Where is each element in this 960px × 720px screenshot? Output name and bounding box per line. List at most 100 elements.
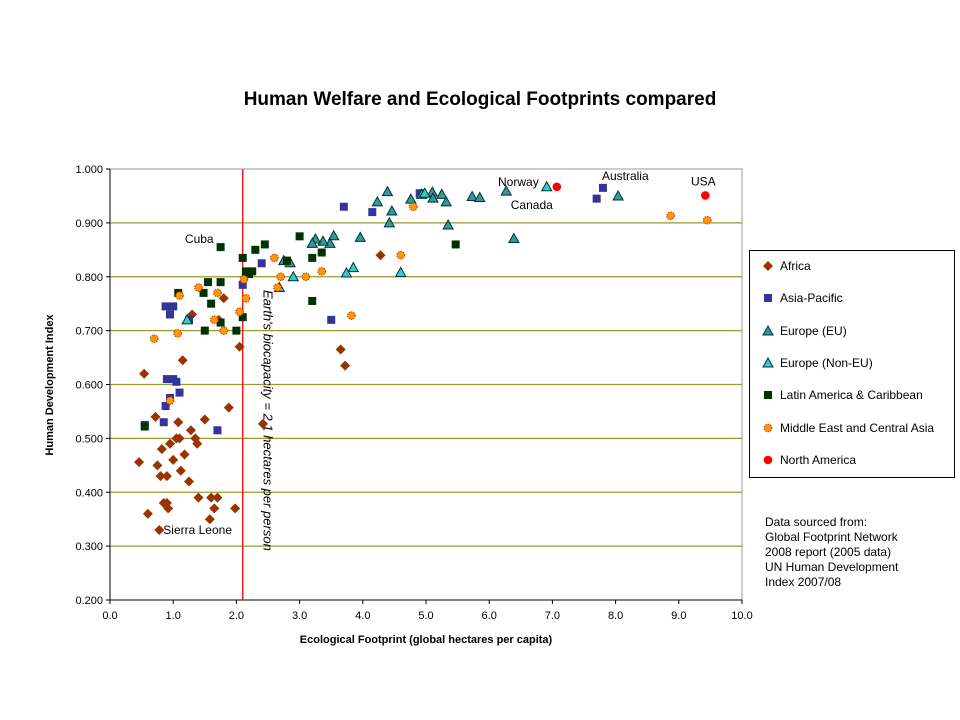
data-point: [174, 433, 185, 444]
data-point: [162, 375, 171, 384]
data-point: [173, 329, 182, 338]
data-point: [172, 377, 181, 386]
source-line: 2008 report (2005 data): [765, 545, 892, 559]
data-point: [701, 191, 710, 200]
data-point: [134, 457, 145, 468]
series-north-america: [552, 182, 710, 200]
data-point: [232, 326, 241, 335]
data-point: [347, 261, 360, 273]
data-point: [507, 232, 520, 243]
data-point: [241, 294, 251, 303]
x-axis-title: Ecological Footprint (global hectares pe…: [300, 634, 553, 646]
data-point: [418, 187, 431, 198]
legend-label: Middle East and Central Asia: [780, 420, 935, 435]
data-point: [552, 182, 562, 192]
series-latin-america-caribbean: [140, 232, 460, 431]
data-point: [165, 438, 176, 449]
data-point: [213, 426, 222, 435]
data-point: [156, 444, 167, 455]
data-point: [435, 188, 448, 199]
data-point: [260, 240, 269, 249]
data-point: [381, 185, 394, 197]
square-marker-icon: [764, 294, 772, 303]
data-point: [340, 360, 351, 371]
data-point: [159, 418, 168, 427]
y-tick-label: 0.200: [75, 595, 103, 607]
x-tick-label: 2.0: [229, 610, 244, 622]
data-point: [173, 417, 184, 428]
y-tick-label: 0.900: [75, 218, 103, 230]
legend-item: Europe (Non-EU): [762, 356, 873, 370]
gridlines: [109, 168, 743, 601]
data-point: [287, 270, 300, 282]
data-point: [257, 418, 268, 429]
legend-item: North America: [762, 453, 856, 467]
legend-marker: [764, 391, 772, 400]
data-point: [500, 185, 513, 196]
data-point: [166, 310, 175, 319]
data-point: [216, 243, 225, 252]
data-point: [142, 508, 153, 519]
series-africa: [134, 250, 386, 535]
legend-item: Europe (EU): [762, 324, 847, 338]
data-point: [371, 195, 384, 207]
data-point: [199, 414, 210, 425]
data-point: [383, 216, 396, 228]
x-tick-label: 1.0: [166, 610, 181, 622]
data-point: [177, 355, 188, 366]
source-line: UN Human Development: [765, 560, 899, 574]
data-point: [354, 231, 367, 242]
annotation-usa: USA: [691, 174, 716, 188]
series-europe-eu-: [277, 185, 624, 268]
data-point: [666, 211, 675, 221]
data-point: [193, 492, 204, 503]
data-point: [339, 202, 348, 211]
data-point: [165, 396, 175, 405]
data-point: [140, 422, 149, 431]
data-point: [306, 237, 319, 248]
data-point: [152, 460, 163, 471]
data-point: [276, 272, 285, 282]
data-point: [317, 248, 326, 257]
data-point: [209, 503, 220, 514]
data-point: [239, 275, 249, 284]
y-tick-label: 1.000: [75, 164, 103, 176]
data-point: [216, 318, 225, 327]
data-point: [308, 253, 317, 262]
annotation-canada: Canada: [511, 198, 553, 212]
legend: Africa Asia-Pacific Europe (EU) Europe (Non…: [749, 250, 955, 478]
data-point: [223, 402, 234, 413]
series-middle-east-and-central-asia: [149, 202, 712, 405]
x-tick-label: 10.0: [731, 610, 752, 622]
data-point: [248, 267, 257, 276]
data-point: [175, 291, 184, 300]
x-tick-label: 0.0: [102, 610, 117, 622]
data-point: [161, 471, 172, 482]
data-point: [207, 299, 216, 308]
x-tick-label: 6.0: [482, 610, 497, 622]
legend-marker: [762, 324, 774, 336]
circle-marker-icon: [763, 455, 773, 465]
data-point: [161, 402, 170, 411]
reference-line: Earth's biocapacity = 2.1 hectares per p…: [242, 169, 276, 600]
data-point: [216, 278, 225, 287]
data-point: [168, 454, 179, 465]
data-point: [301, 272, 311, 282]
triangle-marker-icon: [762, 356, 774, 368]
legend-label: Latin America & Caribbean: [780, 388, 923, 403]
data-point: [175, 465, 186, 476]
legend-item: Latin America & Caribbean: [762, 388, 923, 402]
x-tick-label: 5.0: [418, 610, 433, 622]
legend-label: Europe (EU): [780, 323, 847, 338]
x-tick-label: 7.0: [545, 610, 560, 622]
annotations: Cuba Sierra Leone Norway Canada Australia USA: [163, 169, 715, 537]
data-point: [169, 302, 178, 311]
data-point: [540, 180, 553, 192]
data-point: [368, 208, 377, 217]
data-point: [163, 503, 174, 514]
series-asia-pacific: [140, 183, 607, 435]
data-point: [327, 315, 336, 324]
data-point: [175, 388, 184, 397]
data-point: [335, 344, 346, 355]
